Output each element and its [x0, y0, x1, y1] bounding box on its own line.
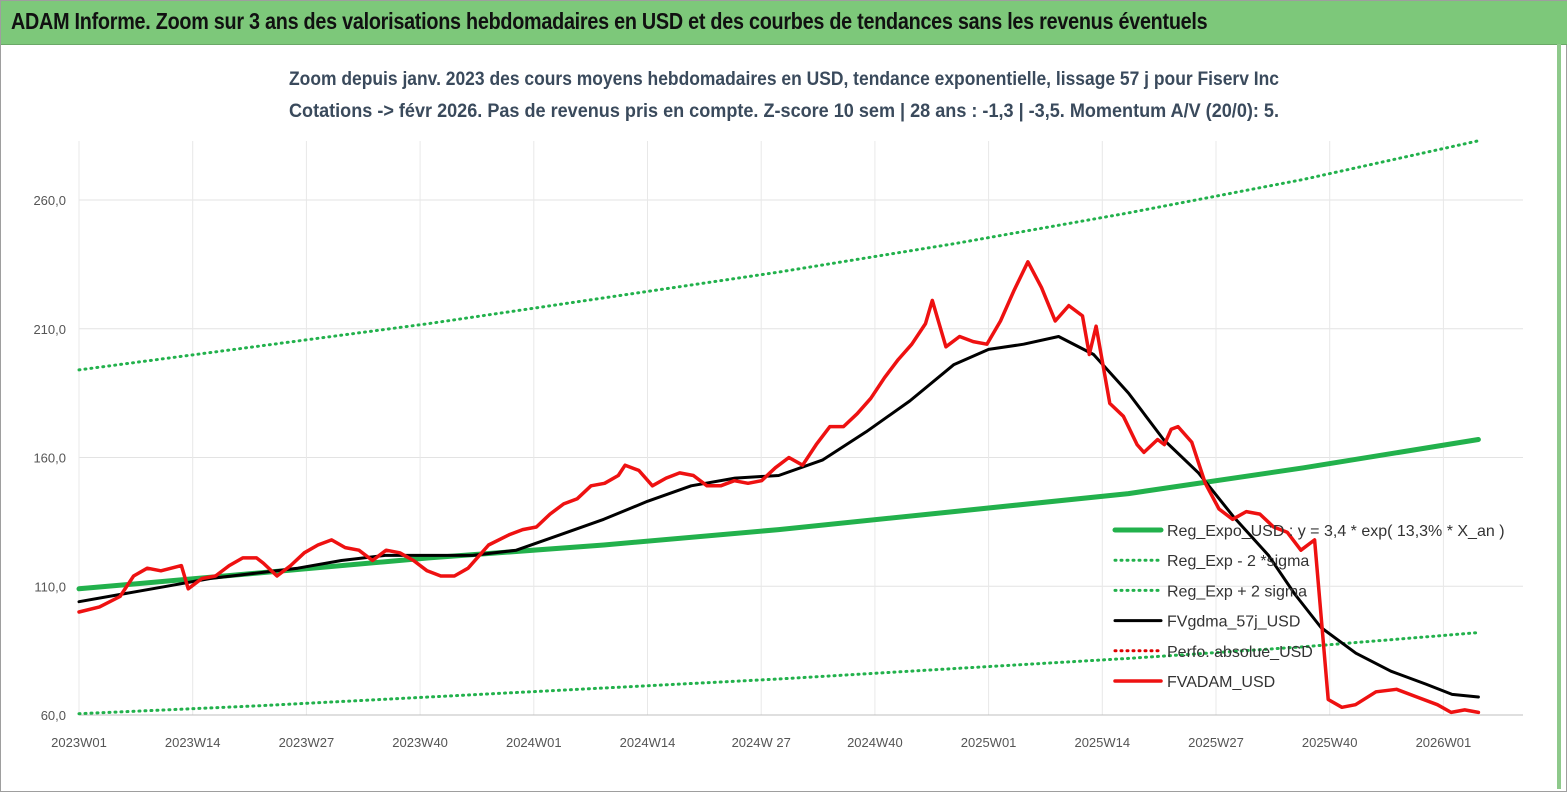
- y-tick-label: 160,0: [33, 451, 66, 466]
- legend-label: Reg_Exp - 2 *sigma: [1167, 553, 1309, 570]
- series-layer: [76, 139, 1481, 716]
- x-tick-label: 2025W40: [1302, 735, 1358, 750]
- x-tick-label: 2024W 27: [732, 735, 791, 750]
- y-tick-label: 110,0: [34, 579, 66, 594]
- x-tick-label: 2023W14: [165, 735, 221, 750]
- y-axis: 60,0 110,0 160,0 210,0 260,0: [33, 193, 66, 723]
- x-axis: 2023W01 2023W14 2023W27 2023W40 2024W01 2024W…: [51, 735, 1471, 750]
- x-tick-label: 2024W40: [847, 735, 903, 750]
- y-tick-label: 210,0: [33, 322, 66, 337]
- report-title: ADAM Informe. Zoom sur 3 ans des valoris…: [11, 8, 1208, 34]
- legend-label: FVgdma_57j_USD: [1167, 614, 1300, 631]
- gridlines: [78, 141, 1523, 716]
- right-accent-bar: [1557, 44, 1561, 789]
- legend-label: Perfo. absolue_USD: [1167, 644, 1313, 661]
- chart-title-line1: Zoom depuis janv. 2023 des cours moyens …: [289, 69, 1279, 90]
- legend-label: Reg_Exp + 2 sigma: [1167, 583, 1307, 600]
- x-tick-label: 2025W27: [1188, 735, 1244, 750]
- series-line-1: [77, 631, 1480, 716]
- x-tick-label: 2023W01: [51, 735, 107, 750]
- series-line-3: [77, 335, 1480, 699]
- x-tick-label: 2024W14: [620, 735, 676, 750]
- y-tick-label: 260,0: [33, 193, 66, 208]
- x-tick-label: 2023W27: [279, 735, 335, 750]
- x-tick-label: 2025W14: [1074, 735, 1130, 750]
- chart-title-line2: Cotations -> févr 2026. Pas de revenus p…: [289, 101, 1279, 122]
- x-tick-label: 2026W01: [1416, 735, 1472, 750]
- x-tick-label: 2024W01: [506, 735, 562, 750]
- series-line-0: [76, 437, 1481, 592]
- y-tick-label: 60,0: [41, 708, 66, 723]
- legend-label: FVADAM_USD: [1167, 674, 1275, 691]
- legend: Reg_Expo_USD : y = 3,4 * exp( 13,3% * X_…: [1112, 523, 1505, 691]
- x-tick-label: 2023W40: [392, 735, 448, 750]
- x-tick-label: 2025W01: [961, 735, 1017, 750]
- legend-label: Reg_Expo_USD : y = 3,4 * exp( 13,3% * X_…: [1167, 523, 1505, 540]
- series-line-2: [77, 139, 1480, 372]
- header-banner: ADAM Informe. Zoom sur 3 ans des valoris…: [1, 1, 1567, 45]
- series-line-5: [77, 260, 1481, 715]
